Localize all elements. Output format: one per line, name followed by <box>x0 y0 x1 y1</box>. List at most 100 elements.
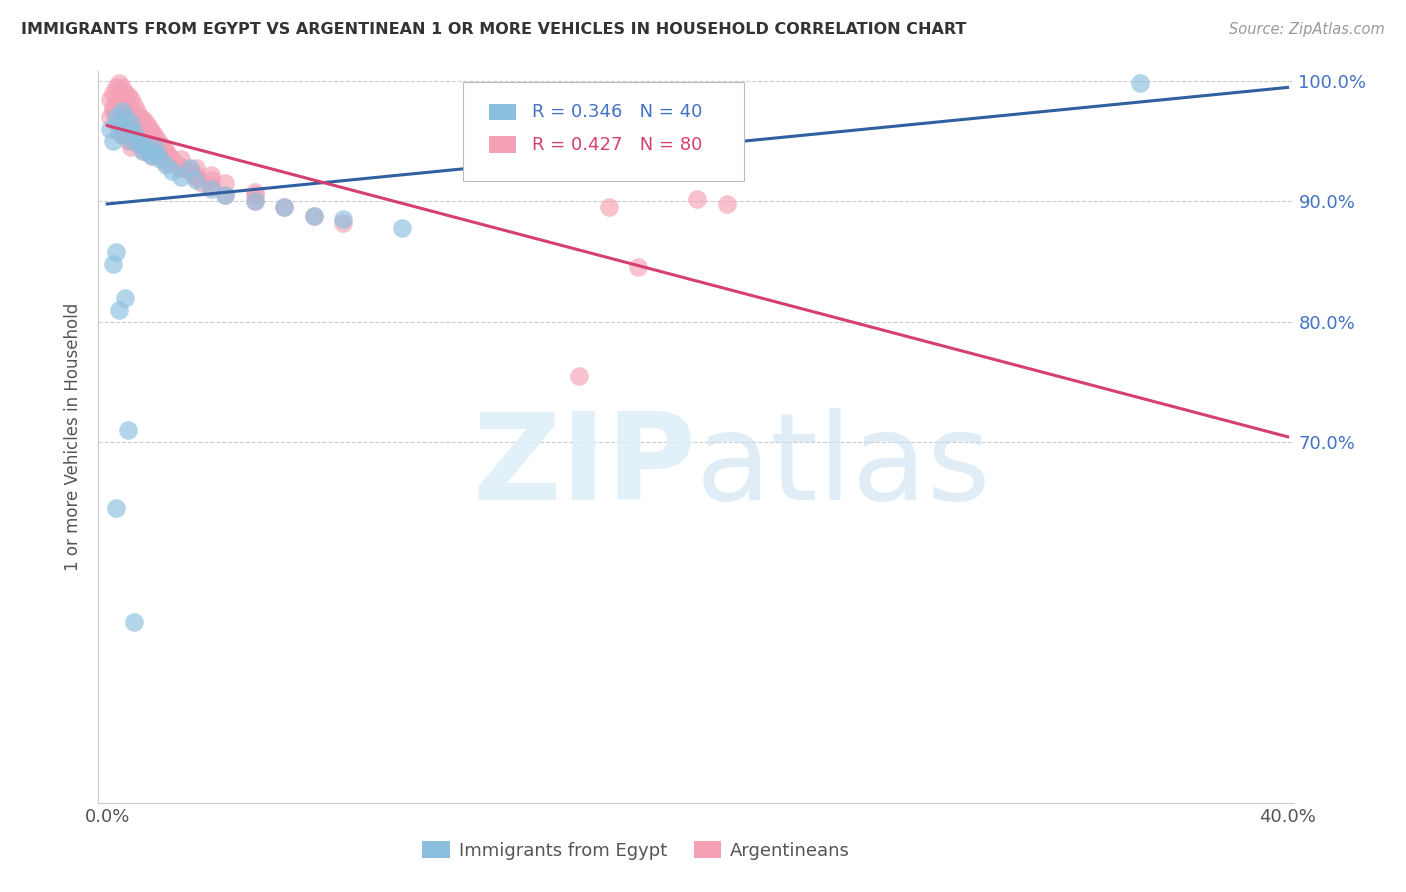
Point <box>117 88 139 103</box>
Point <box>214 176 236 190</box>
Point <box>716 196 738 211</box>
Point <box>243 185 266 199</box>
Point <box>98 92 121 106</box>
Point <box>141 148 163 162</box>
Point <box>200 168 222 182</box>
Point <box>117 134 139 148</box>
Point <box>135 132 157 146</box>
Point <box>167 158 190 172</box>
Point <box>143 140 166 154</box>
Point <box>184 172 207 186</box>
Point <box>173 161 195 175</box>
Point <box>111 120 134 134</box>
Point <box>146 146 169 161</box>
Point <box>243 188 266 202</box>
Point <box>105 244 128 259</box>
Point <box>273 200 295 214</box>
Point <box>117 423 139 437</box>
Point <box>101 100 124 114</box>
Point <box>200 182 222 196</box>
Point <box>138 120 160 134</box>
Point <box>686 192 709 206</box>
Point <box>141 140 163 154</box>
Point <box>117 124 139 138</box>
Point <box>111 80 134 95</box>
Point <box>105 501 128 516</box>
Point <box>149 136 172 151</box>
Point <box>108 302 131 317</box>
Point <box>143 128 166 142</box>
FancyBboxPatch shape <box>463 82 744 181</box>
Point <box>131 128 153 142</box>
Y-axis label: 1 or more Vehicles in Household: 1 or more Vehicles in Household <box>65 303 83 571</box>
Point <box>155 146 177 161</box>
Point <box>160 152 183 166</box>
Point <box>302 209 325 223</box>
Text: R = 0.427   N = 80: R = 0.427 N = 80 <box>533 136 703 153</box>
Point <box>105 108 128 122</box>
Point <box>200 172 222 186</box>
Point <box>170 170 193 185</box>
Legend: Immigrants from Egypt, Argentineans: Immigrants from Egypt, Argentineans <box>415 834 858 867</box>
Point <box>160 164 183 178</box>
Point <box>243 194 266 209</box>
Point <box>122 124 145 138</box>
Point <box>155 155 177 169</box>
Point <box>146 132 169 146</box>
Point <box>128 124 150 138</box>
Point <box>120 132 142 146</box>
Point <box>214 188 236 202</box>
Point <box>184 170 207 185</box>
Point <box>627 260 650 275</box>
Point <box>114 110 136 124</box>
Point <box>111 104 134 119</box>
Point <box>332 216 354 230</box>
Point <box>125 132 148 146</box>
Point <box>98 110 121 124</box>
Point <box>114 128 136 142</box>
Point <box>120 140 142 154</box>
Point <box>135 116 157 130</box>
Point <box>131 144 153 158</box>
Point <box>332 212 354 227</box>
Point <box>157 148 180 162</box>
Point <box>114 120 136 134</box>
Point <box>155 144 177 158</box>
Point <box>135 140 157 154</box>
Point <box>190 176 212 190</box>
Point <box>114 100 136 114</box>
Point <box>273 200 295 214</box>
Point <box>1129 76 1152 90</box>
Point <box>302 209 325 223</box>
Point <box>128 110 150 124</box>
Point <box>149 152 172 166</box>
Point <box>108 92 131 106</box>
Point <box>98 122 121 136</box>
Point <box>114 291 136 305</box>
Point <box>101 86 124 100</box>
Point <box>184 161 207 175</box>
Point <box>108 116 131 130</box>
Point <box>200 179 222 194</box>
Point <box>117 104 139 119</box>
Point <box>105 98 128 112</box>
Point <box>101 104 124 119</box>
Point <box>105 110 128 124</box>
Point <box>101 134 124 148</box>
Point <box>120 134 142 148</box>
Text: IMMIGRANTS FROM EGYPT VS ARGENTINEAN 1 OR MORE VEHICLES IN HOUSEHOLD CORRELATION: IMMIGRANTS FROM EGYPT VS ARGENTINEAN 1 O… <box>21 22 966 37</box>
Point <box>120 116 142 130</box>
Point <box>105 116 128 130</box>
Point <box>108 112 131 127</box>
Point <box>108 76 131 90</box>
FancyBboxPatch shape <box>489 103 516 120</box>
Point <box>170 161 193 175</box>
Point <box>131 112 153 127</box>
Point <box>111 128 134 142</box>
Point <box>598 200 620 214</box>
Point <box>125 104 148 119</box>
Point <box>131 132 153 146</box>
Point <box>122 615 145 630</box>
Point <box>391 220 413 235</box>
FancyBboxPatch shape <box>489 136 516 153</box>
